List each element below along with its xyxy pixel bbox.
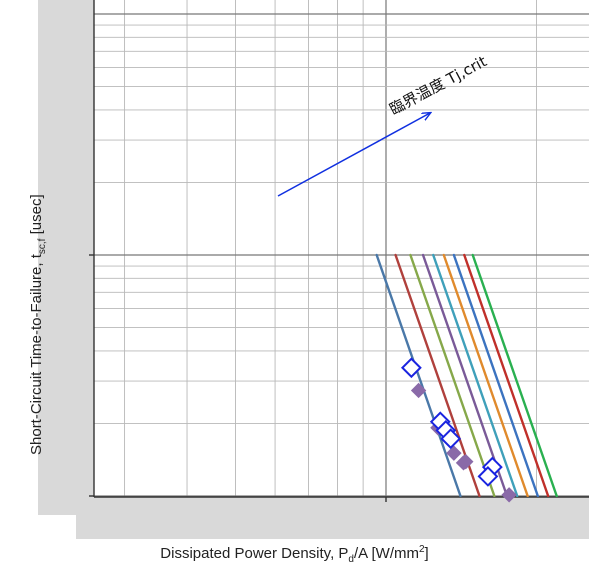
- markers: [400, 357, 517, 503]
- plot-frame-bottom: [76, 497, 589, 539]
- series-line-8: [463, 253, 550, 497]
- series-line-4: [421, 253, 509, 497]
- series-line-5: [432, 253, 519, 497]
- x-axis-label: Dissipated Power Density, Pd/A [W/mm2]: [160, 544, 429, 565]
- plot-area: [94, 0, 589, 497]
- grid: [94, 0, 589, 497]
- series-line-3: [409, 253, 496, 497]
- marker-filled: [458, 453, 474, 470]
- marker-open: [400, 357, 422, 379]
- series-line-6: [442, 253, 529, 497]
- marker-filled: [410, 382, 427, 399]
- marker-open: [440, 428, 462, 450]
- marker-filled: [501, 487, 517, 503]
- series-line-7: [452, 253, 540, 497]
- series-line-1: [375, 253, 462, 497]
- annotation-arrow: [277, 113, 430, 197]
- marker-open: [477, 465, 499, 487]
- series-line-9: [471, 253, 558, 497]
- marker-filled: [446, 445, 462, 461]
